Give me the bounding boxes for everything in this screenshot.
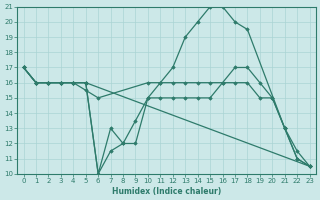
- X-axis label: Humidex (Indice chaleur): Humidex (Indice chaleur): [112, 187, 221, 196]
